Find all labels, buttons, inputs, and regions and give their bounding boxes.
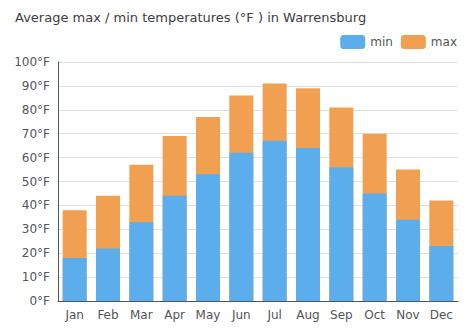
svg-text:max: max (431, 35, 457, 49)
svg-text:Sep: Sep (330, 308, 353, 322)
svg-text:40°F: 40°F (22, 198, 50, 212)
svg-text:Apr: Apr (164, 308, 185, 322)
svg-text:Feb: Feb (97, 308, 118, 322)
svg-text:Jun: Jun (231, 308, 251, 322)
svg-text:Average max / min temperatures: Average max / min temperatures (°F ) in … (15, 10, 366, 25)
svg-text:70°F: 70°F (22, 127, 50, 141)
svg-text:Aug: Aug (296, 308, 319, 322)
svg-text:80°F: 80°F (22, 103, 50, 117)
svg-text:100°F: 100°F (14, 55, 50, 69)
svg-text:min: min (370, 35, 393, 49)
svg-text:Jan: Jan (64, 308, 84, 322)
svg-text:Dec: Dec (430, 308, 453, 322)
svg-text:10°F: 10°F (22, 270, 50, 284)
svg-text:May: May (196, 308, 221, 322)
svg-text:Jul: Jul (266, 308, 281, 322)
svg-text:90°F: 90°F (22, 79, 50, 93)
svg-text:Nov: Nov (396, 308, 419, 322)
svg-text:30°F: 30°F (22, 222, 50, 236)
svg-text:0°F: 0°F (29, 294, 50, 308)
svg-text:50°F: 50°F (22, 175, 50, 189)
svg-text:Oct: Oct (364, 308, 385, 322)
svg-text:60°F: 60°F (22, 151, 50, 165)
svg-text:20°F: 20°F (22, 246, 50, 260)
svg-text:Mar: Mar (130, 308, 153, 322)
